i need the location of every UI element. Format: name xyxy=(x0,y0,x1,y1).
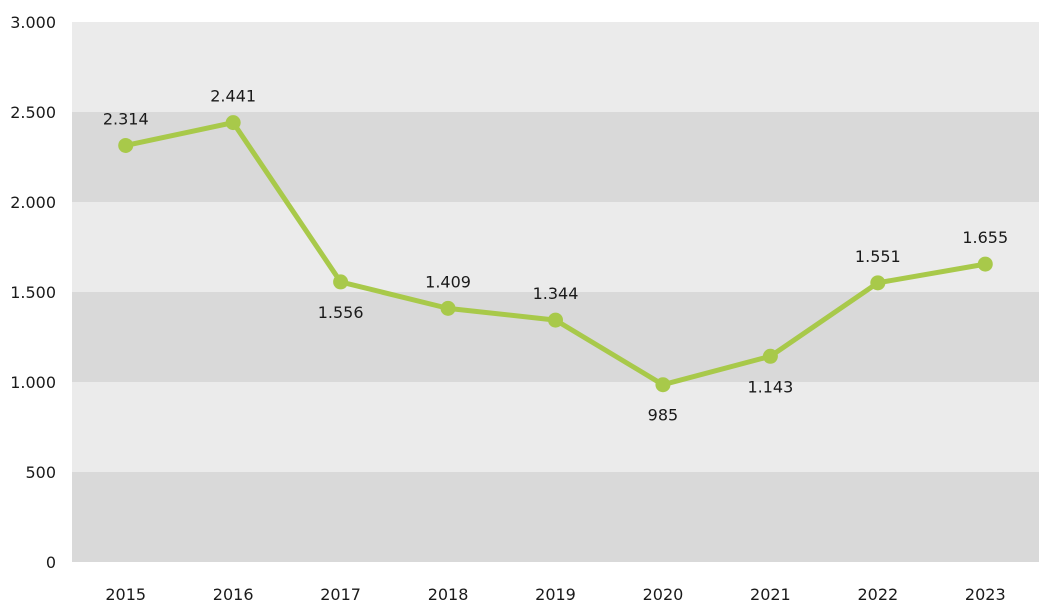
data-point xyxy=(977,256,993,272)
y-tick-label: 2.500 xyxy=(10,103,56,122)
grid-band xyxy=(72,472,1039,562)
data-point xyxy=(762,348,778,364)
data-label: 1.409 xyxy=(425,272,471,291)
x-tick-label: 2021 xyxy=(750,585,791,604)
data-label: 1.655 xyxy=(962,228,1008,247)
data-point xyxy=(118,137,134,153)
y-tick-label: 3.000 xyxy=(10,13,56,32)
y-tick-label: 500 xyxy=(25,463,56,482)
grid-band xyxy=(72,382,1039,472)
data-point xyxy=(440,300,456,316)
data-label: 2.441 xyxy=(210,87,256,106)
series-line-group xyxy=(118,115,993,393)
x-tick-label: 2016 xyxy=(213,585,254,604)
y-tick-label: 2.000 xyxy=(10,193,56,212)
data-point xyxy=(225,115,241,131)
data-labels: 2.314 2.441 1.556 1.409 1.344 985 1.143 1.551 1.… xyxy=(103,87,1008,425)
x-tick-label: 2017 xyxy=(320,585,361,604)
data-label: 2.314 xyxy=(103,109,149,128)
data-label: 1.551 xyxy=(855,247,901,266)
x-tick-label: 2020 xyxy=(643,585,684,604)
data-point xyxy=(333,274,349,290)
plot-background-bands xyxy=(72,22,1039,562)
data-label: 985 xyxy=(648,406,679,425)
y-tick-label: 1.500 xyxy=(10,283,56,302)
y-tick-label: 1.000 xyxy=(10,373,56,392)
y-axis-tick-labels: 0 500 1.000 1.500 2.000 2.500 3.000 xyxy=(10,13,56,572)
x-tick-label: 2018 xyxy=(428,585,469,604)
x-tick-label: 2015 xyxy=(105,585,146,604)
data-point xyxy=(870,275,886,291)
data-point xyxy=(548,312,563,328)
data-point xyxy=(655,377,671,393)
data-label: 1.344 xyxy=(533,284,579,303)
x-tick-label: 2022 xyxy=(857,585,898,604)
data-label: 1.556 xyxy=(318,303,364,322)
y-tick-label: 0 xyxy=(46,553,56,572)
grid-band xyxy=(72,292,1039,382)
x-axis-tick-labels: 2015 2016 2017 2018 2019 2020 2021 2022 2023 xyxy=(105,585,1005,604)
grid-band xyxy=(72,22,1039,112)
data-label: 1.143 xyxy=(747,377,793,396)
x-tick-label: 2019 xyxy=(535,585,576,604)
x-tick-label: 2023 xyxy=(965,585,1006,604)
